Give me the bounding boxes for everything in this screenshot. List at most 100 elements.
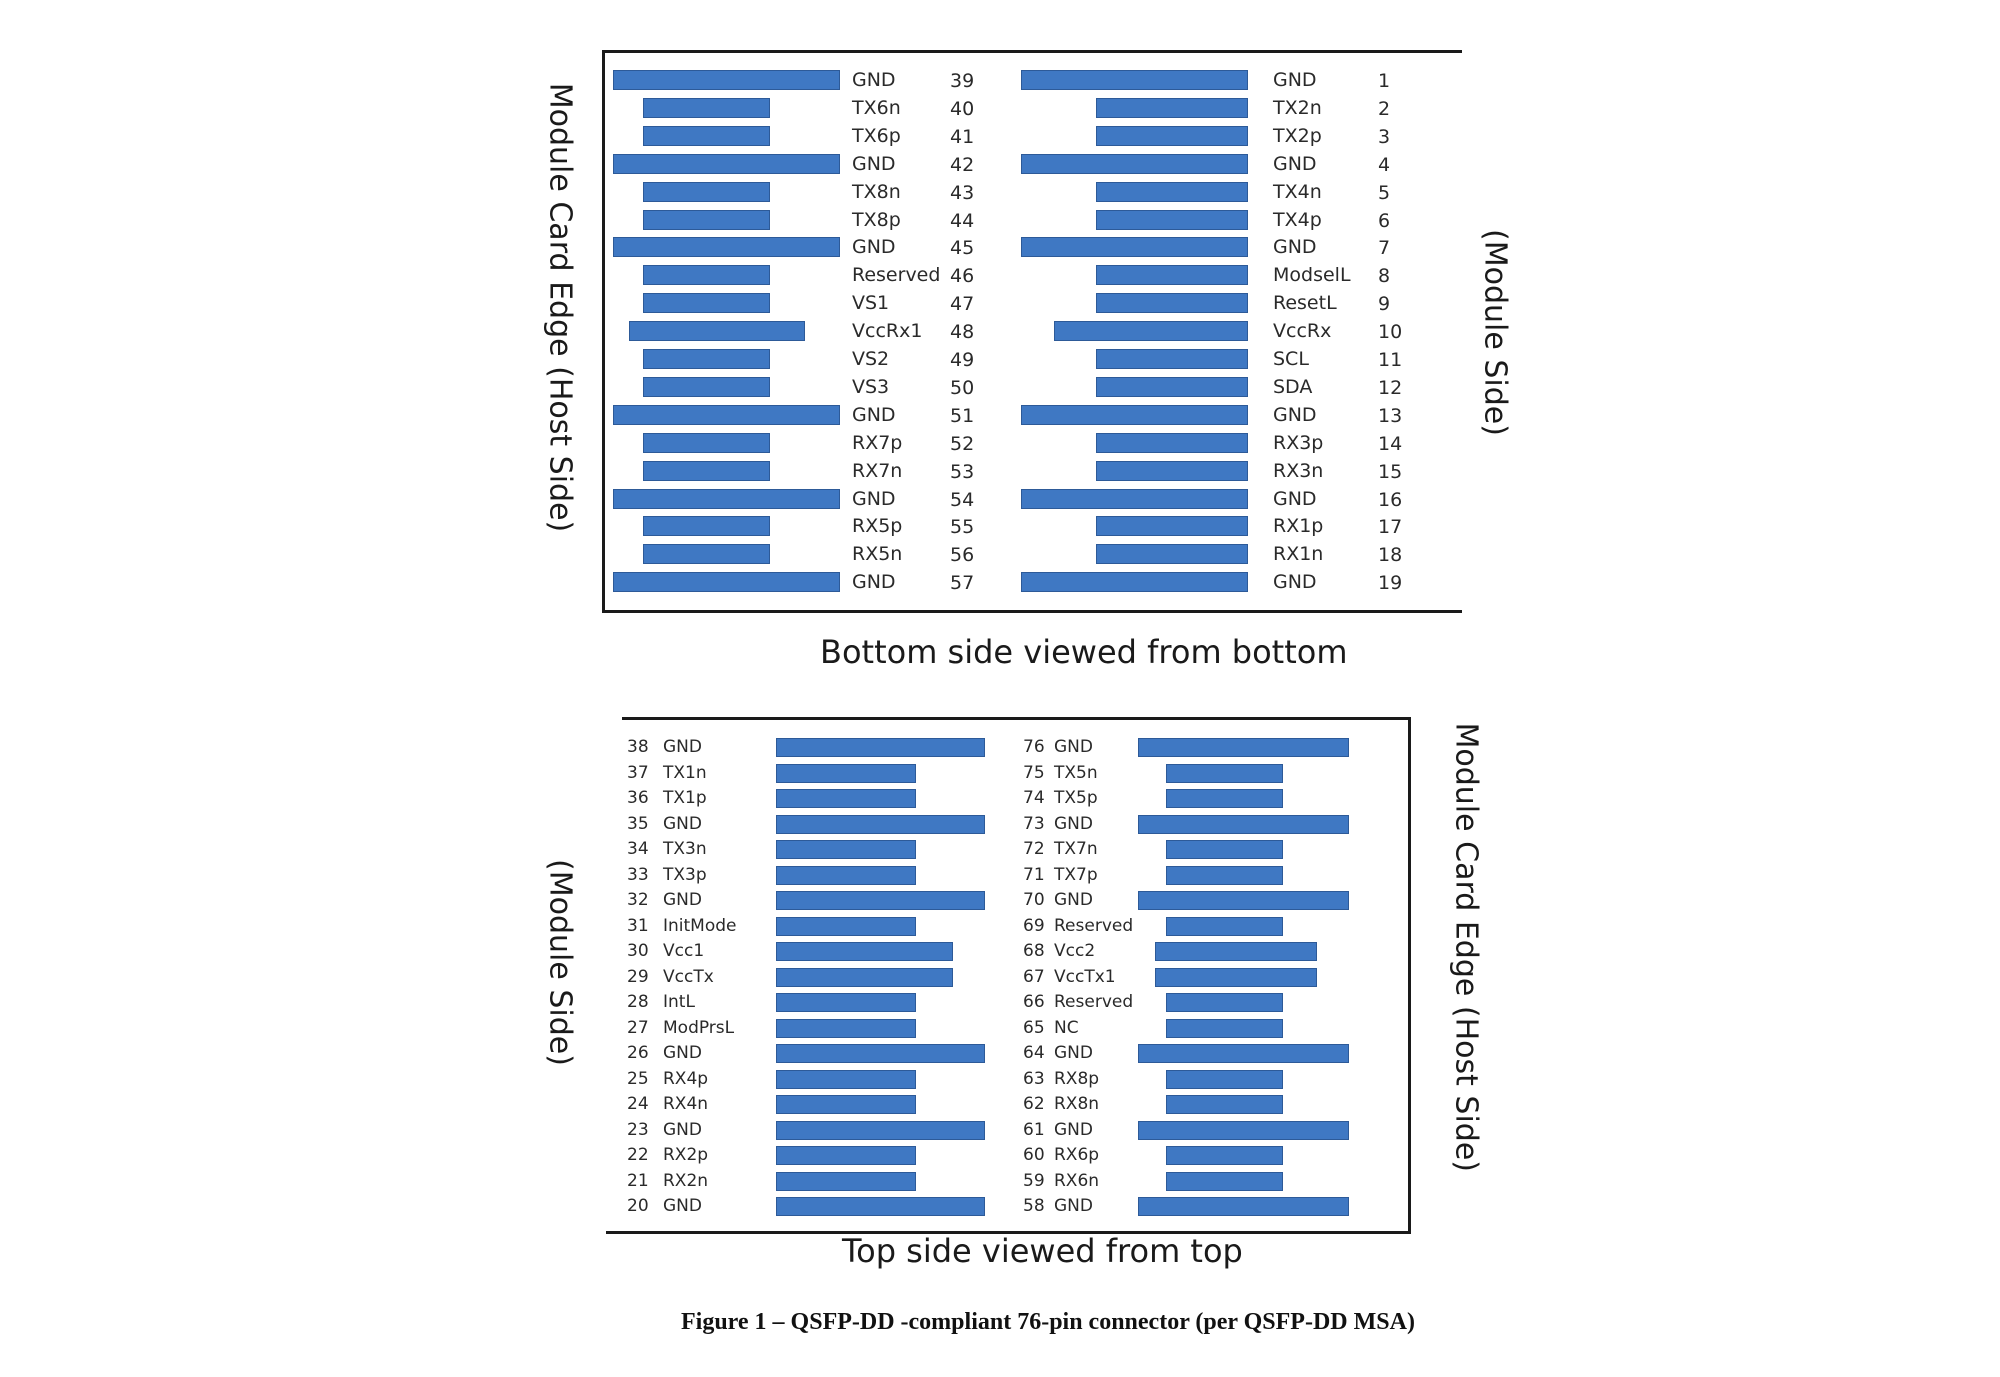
contact-pad-63 [1166, 1069, 1283, 1089]
contact-pad-28 [776, 993, 916, 1012]
pin-number-74: 74 [1023, 788, 1045, 808]
contact-pad-66 [1166, 993, 1283, 1012]
pin-number-51: 51 [950, 404, 975, 427]
signal-label-76: GND [1054, 737, 1093, 757]
signal-label-17: RX1p [1273, 515, 1324, 538]
pin-number-63: 63 [1023, 1068, 1045, 1089]
signal-label-12: SDA [1273, 375, 1313, 398]
signal-label-11: SCL [1273, 348, 1309, 370]
pin-number-14: 14 [1378, 432, 1403, 455]
signal-label-29: VccTx [663, 966, 714, 987]
pin-number-57: 57 [950, 572, 975, 595]
contact-pad-6 [1096, 209, 1248, 230]
pin-number-72: 72 [1023, 839, 1045, 859]
contact-pad-30 [776, 942, 953, 961]
pin-number-49: 49 [950, 349, 975, 371]
pin-number-19: 19 [1378, 572, 1403, 595]
pin-number-18: 18 [1378, 544, 1403, 567]
signal-label-39: GND [852, 69, 896, 91]
pin-number-42: 42 [950, 153, 975, 176]
contact-pad-67 [1155, 967, 1317, 987]
top-frame-bottom-edge [602, 610, 1462, 613]
top-frame-left-edge [602, 50, 605, 613]
pin-number-41: 41 [950, 125, 975, 148]
pin-number-65: 65 [1023, 1017, 1045, 1038]
contact-pad-8 [1096, 265, 1248, 286]
pin-number-16: 16 [1378, 488, 1403, 511]
contact-pad-62 [1166, 1095, 1283, 1114]
contact-pad-24 [776, 1095, 916, 1114]
signal-label-52: RX7p [852, 431, 903, 454]
signal-label-10: VccRx [1273, 320, 1332, 343]
contact-pad-23 [776, 1120, 985, 1140]
top-left-side-label: Module Card Edge (Host Side) [542, 82, 578, 533]
signal-label-6: TX4p [1273, 208, 1322, 231]
pin-number-37: 37 [627, 762, 649, 783]
bottom-frame-right-edge [1408, 717, 1411, 1234]
signal-label-9: ResetL [1273, 292, 1337, 315]
signal-label-65: NC [1054, 1017, 1079, 1038]
contact-pad-11 [1096, 349, 1248, 369]
signal-label-63: RX8p [1054, 1068, 1100, 1089]
pin-number-15: 15 [1378, 460, 1403, 483]
signal-label-8: ModselL [1273, 264, 1351, 287]
contact-pad-48 [629, 321, 805, 342]
pin-number-21: 21 [627, 1170, 649, 1191]
signal-label-59: RX6n [1054, 1170, 1100, 1191]
pin-number-53: 53 [950, 460, 975, 483]
signal-label-54: GND [852, 487, 896, 510]
signal-label-13: GND [1273, 403, 1317, 426]
signal-label-7: GND [1273, 236, 1317, 259]
signal-label-28: IntL [663, 992, 695, 1012]
pin-number-44: 44 [950, 209, 975, 232]
pin-number-50: 50 [950, 376, 975, 399]
signal-label-37: TX1n [663, 762, 707, 783]
pin-number-66: 66 [1023, 992, 1045, 1012]
pin-number-33: 33 [627, 864, 649, 885]
pin-number-70: 70 [1023, 890, 1045, 910]
pin-number-3: 3 [1378, 125, 1391, 148]
bottom-left-side-label: (Module Side) [542, 859, 578, 1066]
pin-number-34: 34 [627, 839, 649, 859]
contact-pad-2 [1096, 97, 1248, 118]
contact-pad-39 [613, 70, 840, 90]
pin-number-4: 4 [1378, 153, 1391, 176]
contact-pad-20 [776, 1197, 985, 1216]
contact-pad-54 [613, 488, 840, 509]
pin-number-35: 35 [627, 813, 649, 834]
signal-label-74: TX5p [1054, 788, 1098, 808]
contact-pad-53 [643, 460, 770, 481]
contact-pad-22 [776, 1146, 916, 1165]
pin-number-20: 20 [627, 1196, 649, 1216]
contact-pad-56 [643, 544, 770, 565]
signal-label-36: TX1p [663, 788, 707, 808]
contact-pad-49 [643, 349, 770, 369]
signal-label-53: RX7n [852, 459, 903, 482]
contact-pad-58 [1138, 1197, 1349, 1216]
pin-number-22: 22 [627, 1145, 649, 1165]
contact-pad-32 [776, 891, 985, 910]
pin-number-39: 39 [950, 70, 975, 92]
contact-pad-34 [776, 840, 916, 859]
contact-pad-31 [776, 916, 916, 936]
contact-pad-68 [1155, 942, 1317, 961]
contact-pad-50 [643, 376, 770, 397]
pin-number-9: 9 [1378, 293, 1391, 316]
pin-number-11: 11 [1378, 349, 1403, 371]
contact-pad-16 [1021, 488, 1248, 509]
pin-number-6: 6 [1378, 209, 1391, 232]
signal-label-44: TX8p [852, 208, 901, 231]
signal-label-50: VS3 [852, 375, 890, 398]
signal-label-66: Reserved [1054, 992, 1134, 1012]
contact-pad-21 [776, 1171, 916, 1191]
pin-number-8: 8 [1378, 265, 1391, 288]
signal-label-41: TX6p [852, 124, 901, 147]
contact-pad-76 [1138, 738, 1349, 757]
contact-pad-36 [776, 789, 916, 808]
contact-pad-70 [1138, 891, 1349, 910]
contact-pad-51 [613, 404, 840, 425]
pin-number-60: 60 [1023, 1145, 1045, 1165]
bottom-right-side-label: Module Card Edge (Host Side) [1448, 722, 1484, 1173]
pin-number-30: 30 [627, 941, 649, 961]
signal-label-38: GND [663, 737, 702, 757]
